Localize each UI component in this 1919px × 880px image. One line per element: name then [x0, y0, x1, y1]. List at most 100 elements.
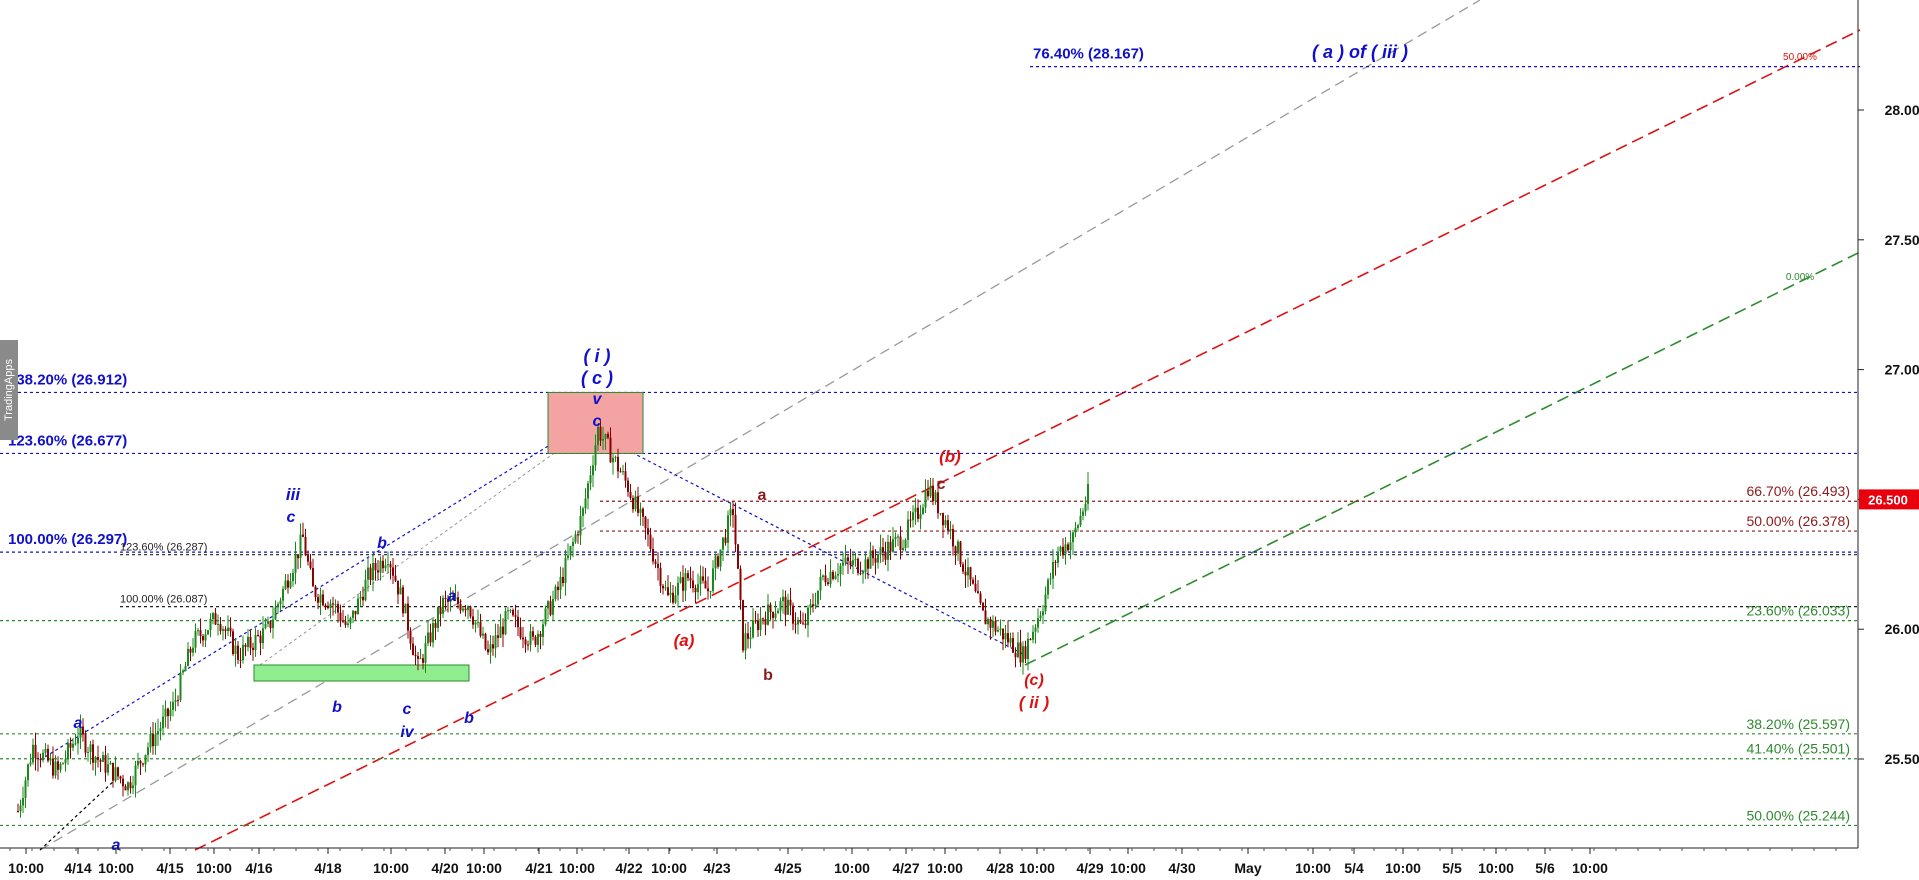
- candle-body: [497, 635, 499, 638]
- candle-body: [214, 613, 217, 625]
- candle-body: [639, 508, 642, 513]
- candle-body: [324, 605, 327, 607]
- x-tick-label: 10:00: [1295, 860, 1331, 876]
- candle-body: [559, 577, 562, 591]
- candle-body: [949, 528, 952, 531]
- candle-body: [317, 597, 319, 603]
- candle-body: [837, 574, 839, 576]
- candle-body: [689, 578, 692, 581]
- candle-body: [204, 634, 207, 641]
- candle-body: [967, 567, 969, 576]
- candle-body: [1062, 546, 1064, 555]
- candle-body: [509, 610, 512, 612]
- candle-body: [377, 570, 379, 573]
- candle-body: [144, 754, 147, 765]
- candle-body: [977, 591, 979, 594]
- candle-body: [932, 485, 934, 502]
- fib-level-label: 41.40% (25.501): [1746, 741, 1850, 757]
- candle-body: [307, 555, 309, 562]
- trend-line: [39, 779, 116, 851]
- candle-body: [942, 513, 944, 526]
- candle-body: [162, 716, 164, 729]
- x-tick-label: 10:00: [1478, 860, 1514, 876]
- candle-body: [134, 765, 137, 786]
- trend-line: [599, 435, 1026, 656]
- channel-label: 0.00%: [1786, 272, 1814, 283]
- candle-body: [679, 577, 682, 583]
- candle-body: [544, 608, 547, 625]
- candle-body: [854, 558, 857, 561]
- candle-body: [262, 628, 264, 644]
- candle-body: [184, 665, 187, 671]
- candle-body: [749, 637, 752, 639]
- x-tick-label: 10:00: [1572, 860, 1608, 876]
- candle-body: [147, 747, 149, 755]
- candle-body: [997, 630, 999, 632]
- candle-body: [422, 658, 424, 663]
- candle-body: [779, 601, 782, 611]
- candle-body: [394, 575, 397, 581]
- candle-body: [417, 655, 419, 659]
- candle-body: [889, 541, 892, 552]
- candle-body: [829, 571, 832, 585]
- candle-body: [697, 584, 699, 593]
- fib-level-label: 100.00% (26.087): [120, 594, 207, 606]
- candle-body: [659, 567, 662, 586]
- y-tick-label: 25.500: [1885, 751, 1919, 767]
- candle-body: [1032, 631, 1034, 640]
- candle-body: [514, 615, 517, 617]
- candle-body: [789, 599, 792, 606]
- candle-body: [277, 604, 279, 608]
- candle-body: [534, 636, 537, 645]
- fib-level-label: 50.00% (25.244): [1746, 807, 1850, 823]
- candle-body: [159, 728, 162, 732]
- candle-body: [797, 620, 799, 625]
- candle-body: [1072, 532, 1074, 543]
- candle-body: [197, 630, 199, 632]
- candle-body: [129, 782, 132, 789]
- wave-label: iii: [286, 485, 301, 504]
- candle-body: [332, 603, 334, 605]
- candle-body: [22, 798, 24, 806]
- x-tick-label: 4/20: [431, 860, 458, 876]
- candle-body: [757, 620, 759, 631]
- candle-body: [939, 513, 942, 515]
- candle-body: [29, 762, 32, 765]
- x-tick-label: 4/21: [525, 860, 552, 876]
- candle-body: [189, 648, 192, 653]
- trend-line: [259, 419, 601, 666]
- candle-body: [152, 733, 154, 747]
- candle-body: [982, 602, 984, 611]
- candle-body: [664, 587, 667, 589]
- candle-body: [119, 776, 122, 779]
- candle-body: [24, 780, 27, 799]
- candle-body: [957, 541, 959, 554]
- candle-body: [467, 606, 469, 611]
- candle-body: [517, 616, 519, 628]
- candle-body: [842, 562, 844, 566]
- wave-label: a: [112, 837, 121, 854]
- candle-body: [252, 647, 254, 650]
- candle-body: [894, 536, 897, 540]
- y-tick-label: 27.000: [1885, 362, 1919, 378]
- candle-body: [264, 623, 267, 629]
- candle-body: [567, 555, 569, 558]
- candle-body: [887, 541, 889, 560]
- x-tick-label: 10:00: [559, 860, 595, 876]
- candle-body: [354, 610, 357, 615]
- candle-body: [592, 465, 594, 476]
- candle-body: [739, 568, 742, 601]
- candle-body: [104, 755, 107, 773]
- candle-body: [602, 439, 604, 441]
- wave-label: a: [448, 588, 457, 605]
- candle-body: [127, 782, 129, 791]
- candle-body: [572, 541, 574, 547]
- candle-body: [907, 519, 909, 540]
- candle-body: [674, 595, 677, 603]
- fib-level-label: 66.70% (26.493): [1746, 483, 1850, 499]
- x-tick-label: 4/28: [986, 860, 1013, 876]
- wave-label: b: [763, 667, 773, 684]
- candle-body: [819, 576, 822, 591]
- candle-body: [177, 700, 179, 702]
